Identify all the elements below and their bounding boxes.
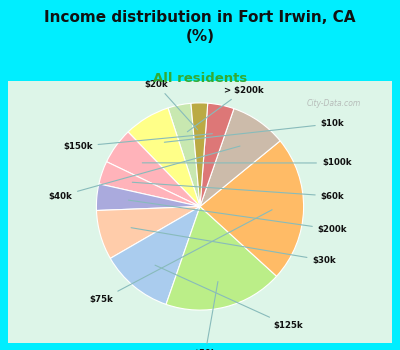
Text: City-Data.com: City-Data.com <box>307 99 361 108</box>
Wedge shape <box>200 141 304 276</box>
Wedge shape <box>200 103 234 206</box>
Wedge shape <box>110 206 200 304</box>
Wedge shape <box>166 206 277 310</box>
Text: > $200k: > $200k <box>187 86 263 132</box>
Text: $125k: $125k <box>155 265 303 330</box>
Text: $40k: $40k <box>48 146 240 201</box>
Wedge shape <box>200 108 280 206</box>
Text: $75k: $75k <box>90 210 272 304</box>
Text: $100k: $100k <box>142 159 352 168</box>
Text: Income distribution in Fort Irwin, CA
(%): Income distribution in Fort Irwin, CA (%… <box>44 10 356 44</box>
Text: $60k: $60k <box>132 182 344 201</box>
Wedge shape <box>99 162 200 206</box>
Text: $200k: $200k <box>128 200 348 234</box>
Text: $150k: $150k <box>63 134 212 151</box>
Wedge shape <box>106 132 200 206</box>
Text: $20k: $20k <box>145 80 198 130</box>
Text: $50k: $50k <box>193 281 218 350</box>
Text: All residents: All residents <box>153 72 247 85</box>
Wedge shape <box>128 108 200 206</box>
Text: $10k: $10k <box>164 119 344 142</box>
Wedge shape <box>168 103 200 206</box>
Wedge shape <box>96 206 200 258</box>
Text: $30k: $30k <box>131 228 336 265</box>
Wedge shape <box>96 184 200 210</box>
Wedge shape <box>191 103 208 206</box>
